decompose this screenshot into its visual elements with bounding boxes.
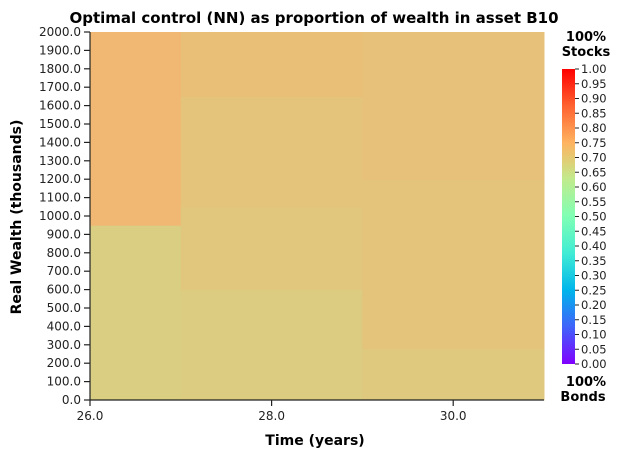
heatmap-cell bbox=[362, 32, 545, 180]
heatmap-cell bbox=[362, 348, 545, 401]
y-tick-label: 1100.0 bbox=[39, 191, 81, 205]
y-tick-label: 1800.0 bbox=[39, 62, 81, 76]
colorbar bbox=[562, 69, 575, 364]
colorbar-tick-label: 0.45 bbox=[581, 224, 607, 238]
colorbar-ticks: 0.000.050.100.150.200.250.300.350.400.45… bbox=[575, 62, 607, 371]
y-tick-label: 1500.0 bbox=[39, 117, 81, 131]
heatmap-cell bbox=[180, 32, 363, 97]
heatmap-cell bbox=[180, 289, 363, 401]
colorbar-tick-label: 0.15 bbox=[581, 313, 607, 327]
y-tick-label: 400.0 bbox=[47, 319, 81, 333]
y-axis-label: Real Wealth (thousands) bbox=[9, 120, 25, 315]
colorbar-tick-label: 1.00 bbox=[581, 62, 607, 76]
colorbar-tick-label: 0.25 bbox=[581, 283, 607, 297]
colorbar-tick-label: 0.90 bbox=[581, 92, 607, 106]
colorbar-bottom-label-line1: 100% bbox=[566, 375, 606, 390]
colorbar-tick-label: 0.40 bbox=[581, 239, 607, 253]
y-tick-label: 1900.0 bbox=[39, 43, 81, 57]
y-tick-label: 900.0 bbox=[47, 227, 81, 241]
colorbar-tick-label: 0.65 bbox=[581, 165, 607, 179]
colorbar-tick-label: 0.05 bbox=[581, 342, 607, 356]
y-tick-label: 0.0 bbox=[62, 393, 81, 407]
heatmap-cell bbox=[90, 225, 182, 401]
colorbar-tick-label: 0.10 bbox=[581, 328, 607, 342]
x-tick-label: 26.0 bbox=[77, 409, 104, 423]
colorbar-tick-label: 0.95 bbox=[581, 77, 607, 91]
colorbar-tick-label: 0.20 bbox=[581, 298, 607, 312]
colorbar-top-label-line2: Stocks bbox=[562, 45, 611, 60]
y-tick-label: 100.0 bbox=[47, 375, 81, 389]
colorbar-tick-label: 0.35 bbox=[581, 254, 607, 268]
y-tick-label: 600.0 bbox=[47, 283, 81, 297]
y-tick-label: 200.0 bbox=[47, 356, 81, 370]
heatmap-cell bbox=[180, 206, 363, 291]
colorbar-tick-label: 0.80 bbox=[581, 121, 607, 135]
heatmap-cell bbox=[362, 179, 545, 349]
chart-title: Optimal control (NN) as proportion of we… bbox=[69, 9, 558, 27]
x-tick-label: 30.0 bbox=[440, 409, 467, 423]
y-tick-label: 300.0 bbox=[47, 338, 81, 352]
heatmap-cells bbox=[90, 32, 545, 401]
y-tick-label: 1000.0 bbox=[39, 209, 81, 223]
colorbar-tick-label: 0.50 bbox=[581, 210, 607, 224]
y-tick-label: 1400.0 bbox=[39, 135, 81, 149]
colorbar-tick-label: 0.30 bbox=[581, 269, 607, 283]
y-tick-label: 1700.0 bbox=[39, 80, 81, 94]
colorbar-bottom-label-line2: Bonds bbox=[560, 390, 605, 405]
y-tick-label: 2000.0 bbox=[39, 25, 81, 39]
y-tick-label: 1200.0 bbox=[39, 172, 81, 186]
colorbar-tick-label: 0.75 bbox=[581, 136, 607, 150]
x-axis-label: Time (years) bbox=[265, 433, 364, 449]
colorbar-tick-label: 0.00 bbox=[581, 357, 607, 371]
heatmap-cell bbox=[180, 96, 363, 208]
heatmap-cell bbox=[90, 32, 182, 226]
colorbar-tick-label: 0.55 bbox=[581, 195, 607, 209]
x-tick-label: 28.0 bbox=[258, 409, 285, 423]
x-axis: 26.0 28.0 30.0 bbox=[77, 399, 544, 423]
colorbar-tick-label: 0.85 bbox=[581, 106, 607, 120]
y-axis: 0.0 100.0 200.0 300.0 400.0 500.0 600.0 700.0 80… bbox=[39, 25, 91, 407]
colorbar-tick-label: 0.70 bbox=[581, 151, 607, 165]
colorbar-top-label-line1: 100% bbox=[566, 30, 606, 45]
y-tick-label: 800.0 bbox=[47, 246, 81, 260]
y-tick-label: 500.0 bbox=[47, 301, 81, 315]
colorbar-tick-label: 0.60 bbox=[581, 180, 607, 194]
y-tick-label: 700.0 bbox=[47, 264, 81, 278]
y-tick-label: 1300.0 bbox=[39, 154, 81, 168]
y-tick-label: 1600.0 bbox=[39, 99, 81, 113]
